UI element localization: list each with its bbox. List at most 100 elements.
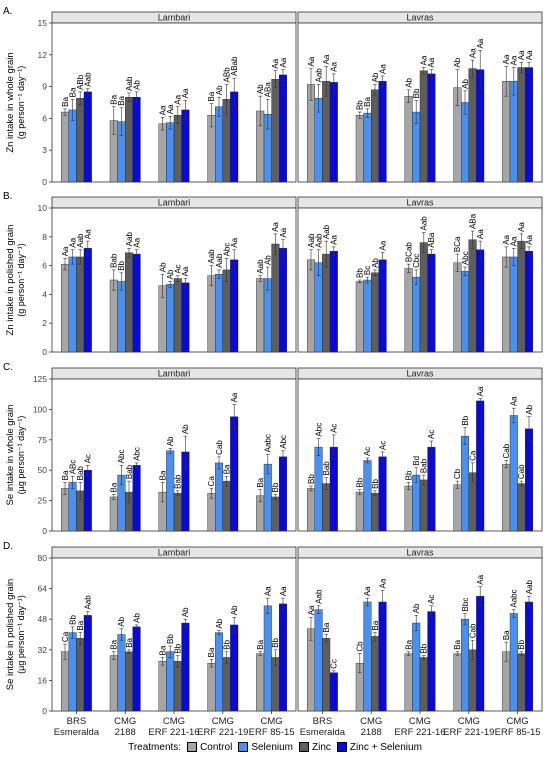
significance-letter: Bb	[356, 268, 365, 278]
significance-letter: Aabc	[510, 589, 519, 607]
bar	[329, 672, 338, 712]
bar	[363, 601, 372, 712]
bar	[61, 263, 70, 353]
bar	[173, 278, 182, 353]
bar	[124, 252, 133, 353]
significance-letter: Aa	[166, 104, 175, 114]
significance-letter: Bab	[76, 466, 85, 481]
bar	[271, 657, 280, 712]
significance-letter: Aab	[125, 76, 134, 91]
bar	[355, 491, 364, 532]
bar	[371, 493, 380, 532]
y-tick-label: 50	[38, 465, 48, 475]
significance-letter: Ba	[158, 645, 167, 655]
bar	[314, 446, 323, 532]
legend-item-zinc-selenium: Zinc + Selenium	[336, 742, 422, 753]
significance-letter: ABc	[68, 460, 77, 475]
y-axis-title: Se intake in whole grain	[5, 405, 16, 506]
y-tick-label: 15	[38, 18, 48, 28]
significance-letter: Bb	[68, 615, 77, 625]
y-tick-label: 125	[33, 374, 47, 384]
significance-letter: Aa	[476, 386, 485, 396]
facet-label: Lavras	[406, 13, 434, 23]
significance-letter: Ab	[256, 84, 265, 94]
bar	[124, 651, 133, 712]
bar	[453, 484, 462, 532]
bar	[263, 605, 272, 712]
significance-letter: Aa	[502, 235, 511, 245]
significance-letter: Aa	[510, 55, 519, 65]
significance-letter: Aab	[322, 224, 331, 239]
significance-letter: Abc	[132, 447, 141, 461]
significance-letter: Ba	[207, 647, 216, 657]
bar	[132, 96, 141, 183]
significance-letter: Bb	[461, 415, 470, 425]
bar	[68, 632, 77, 712]
significance-letter: Aa	[307, 56, 316, 66]
significance-letter: Aa	[307, 605, 316, 615]
significance-letter: Aa	[279, 57, 288, 67]
significance-letter: Bb	[271, 637, 280, 647]
significance-letter: Aa	[181, 266, 190, 276]
bar	[378, 456, 387, 532]
bar	[230, 624, 239, 712]
bar	[404, 485, 413, 532]
significance-letter: Aa	[517, 222, 526, 232]
bar	[517, 67, 526, 183]
significance-letter: Ac	[174, 264, 183, 273]
significance-letter: Ca	[61, 631, 70, 642]
panel-label: D.	[3, 541, 13, 552]
significance-letter: Abc	[279, 435, 288, 449]
significance-letter: Bab	[110, 253, 119, 268]
bar	[404, 268, 413, 353]
y-tick-label: 0	[42, 177, 47, 187]
significance-letter: Cbc	[412, 254, 421, 268]
bar	[525, 67, 534, 183]
significance-letter: ABa	[427, 232, 436, 248]
bar	[279, 74, 288, 183]
significance-letter: Bb	[420, 643, 429, 653]
bar	[230, 416, 239, 532]
bar	[461, 435, 470, 532]
significance-letter: Aa	[525, 50, 534, 60]
significance-letter: Cab	[502, 443, 511, 458]
bar	[166, 122, 175, 183]
legend-item-zinc: Zinc	[299, 742, 331, 753]
bar	[271, 496, 280, 532]
bar	[279, 603, 288, 712]
bar	[329, 446, 338, 532]
significance-letter: Bab	[125, 464, 134, 479]
bar	[181, 282, 190, 353]
y-tick-label: 3	[42, 145, 47, 155]
significance-letter: Aa	[84, 229, 93, 239]
significance-letter: Ba	[207, 91, 216, 101]
significance-letter: Aab	[215, 253, 224, 268]
significance-letter: Aa	[230, 237, 239, 247]
significance-letter: Aab	[84, 72, 93, 87]
bar	[378, 81, 387, 183]
legend-swatch-control	[187, 742, 198, 752]
significance-letter: Ba	[404, 639, 413, 649]
bar	[363, 112, 372, 183]
bar	[412, 474, 421, 532]
significance-letter: ABb	[76, 74, 85, 90]
significance-letter: Abc	[314, 423, 323, 437]
significance-letter: Abc	[117, 450, 126, 464]
bar	[76, 638, 85, 712]
bar	[124, 96, 133, 183]
significance-letter: Abc	[222, 243, 231, 257]
significance-letter: Aa	[68, 237, 77, 247]
significance-letter: Ac	[84, 454, 93, 463]
y-tick-label: 6	[42, 113, 47, 123]
bar	[517, 483, 526, 532]
significance-letter: Ba	[76, 620, 85, 630]
significance-letter: Ba	[256, 639, 265, 649]
bar	[256, 653, 265, 712]
significance-letter: BCab	[404, 242, 413, 263]
significance-letter: Ca	[207, 476, 216, 487]
bar	[109, 655, 118, 712]
figure: A.Zn intake in whole grain (g person⁻¹ da…	[3, 6, 543, 738]
significance-letter: Bab	[322, 461, 331, 476]
significance-letter: Aa	[468, 48, 477, 58]
bar	[363, 460, 372, 532]
